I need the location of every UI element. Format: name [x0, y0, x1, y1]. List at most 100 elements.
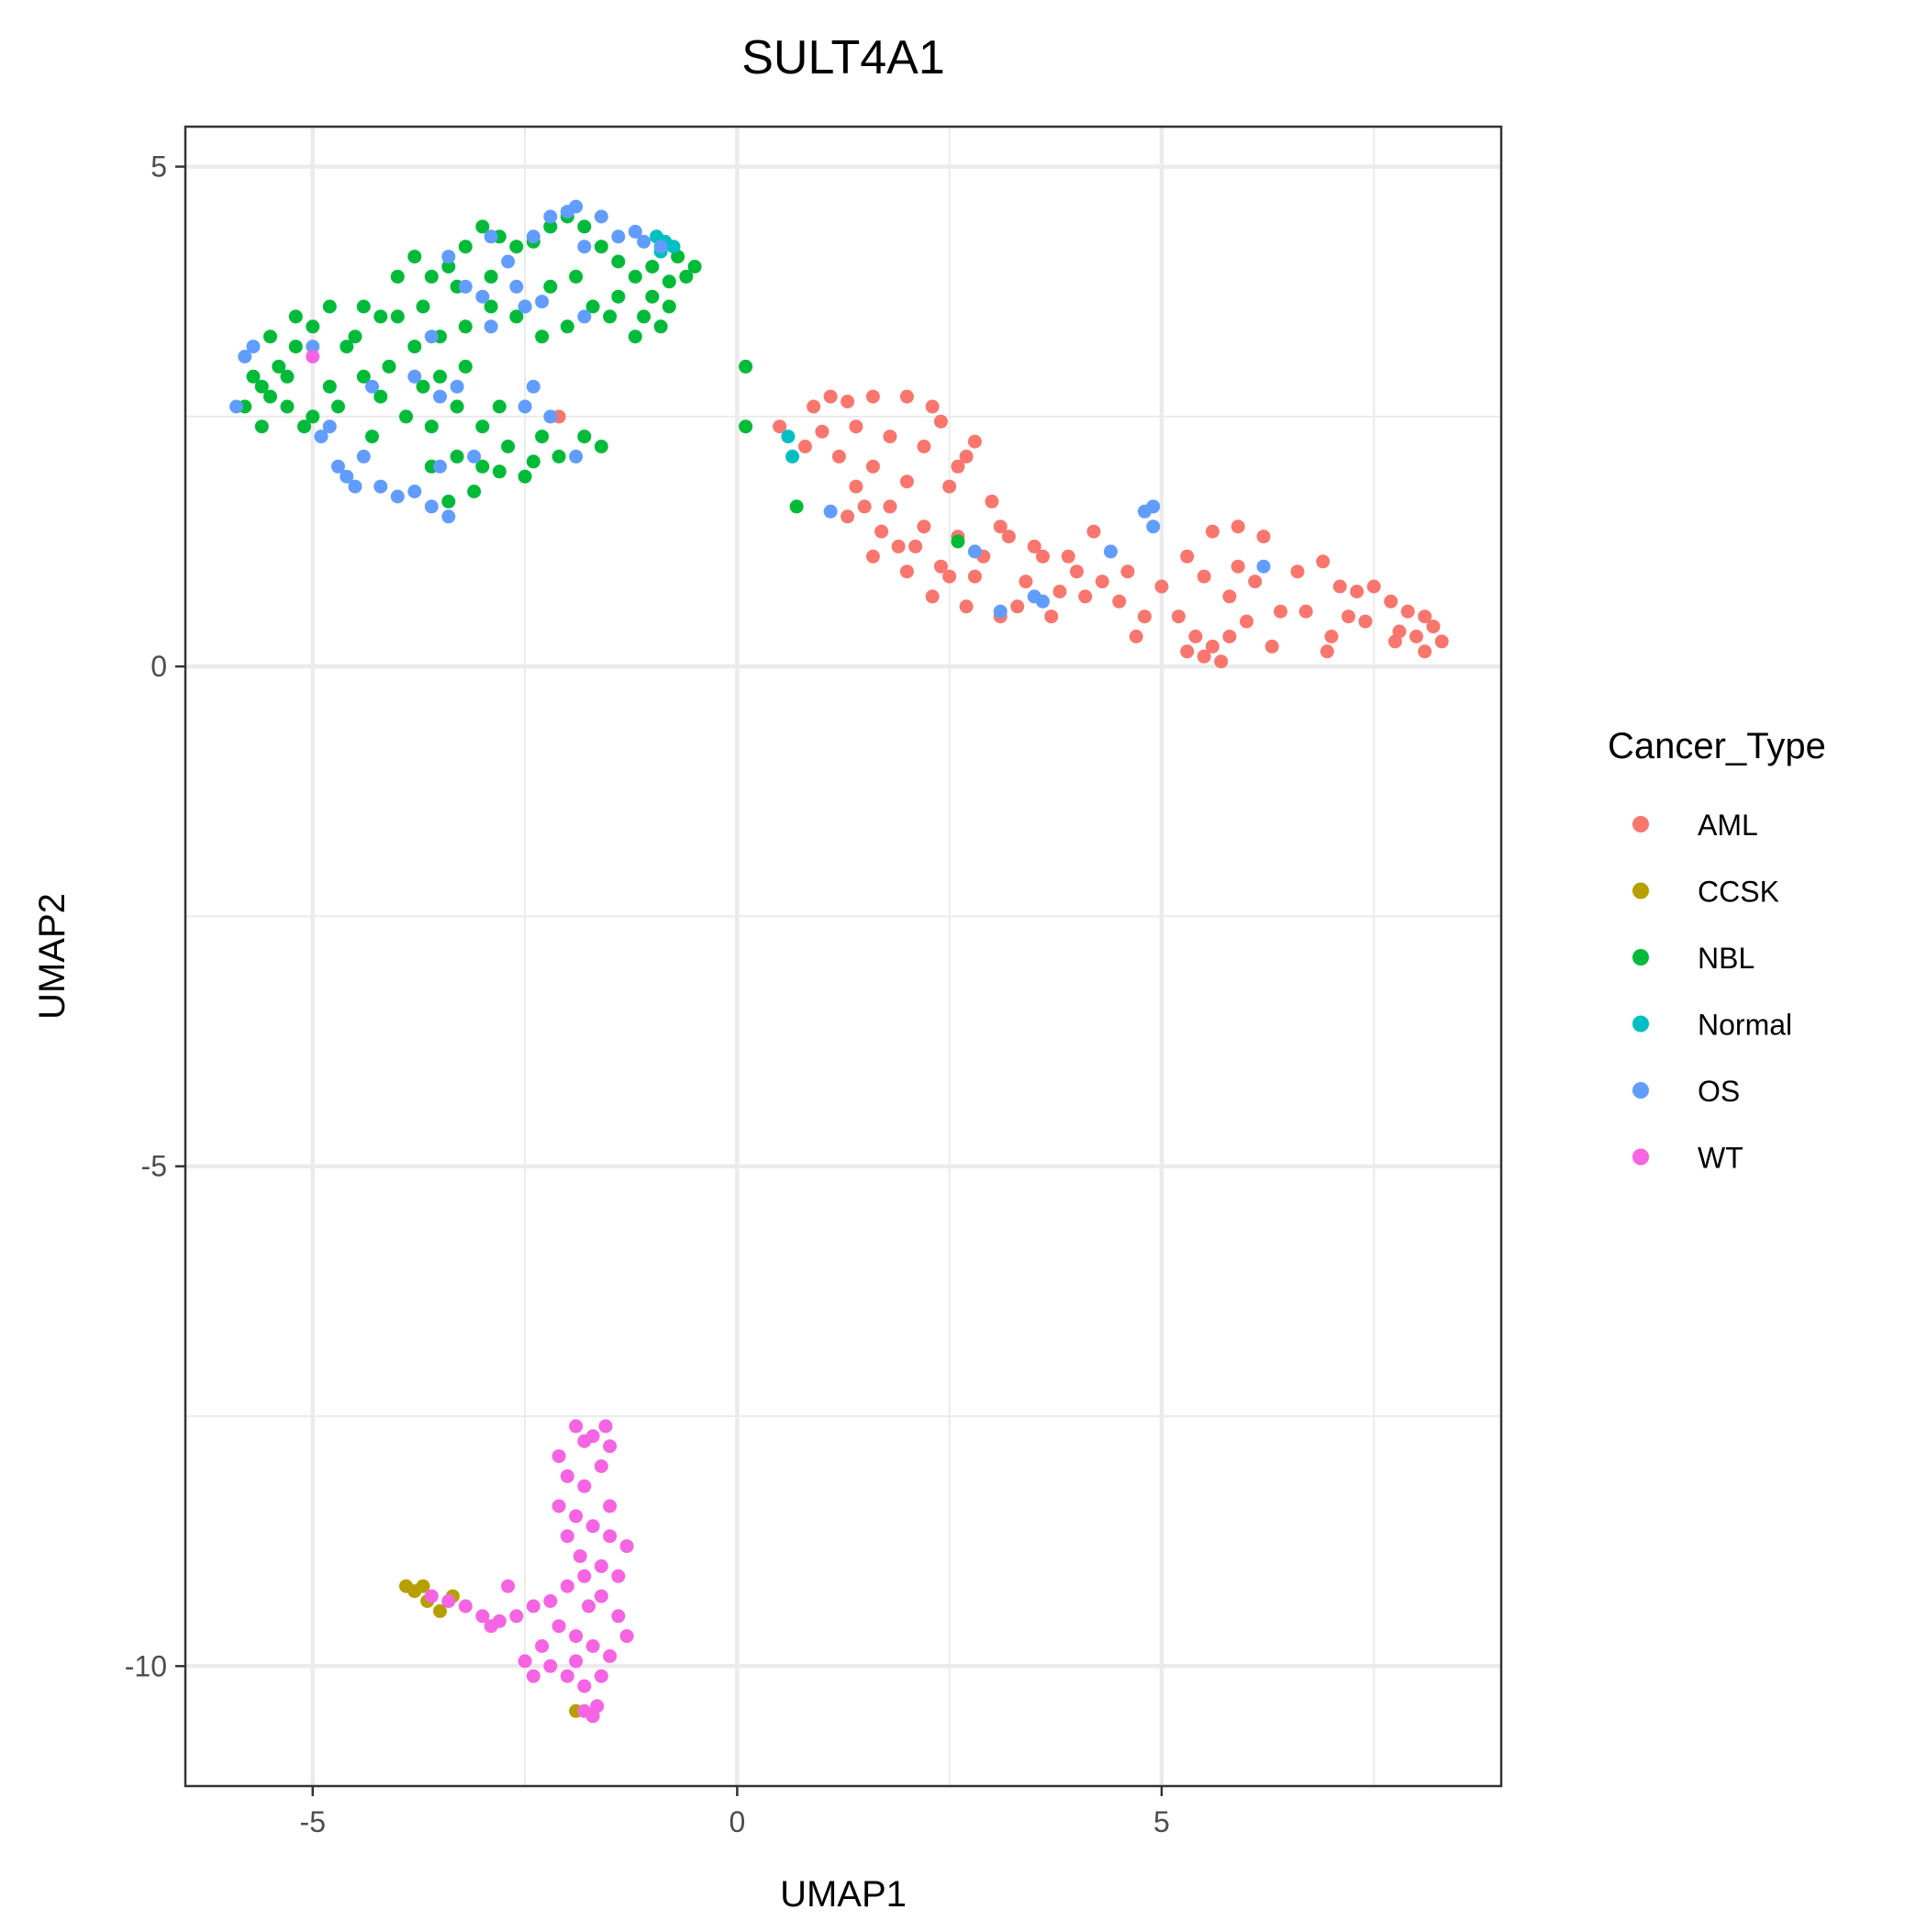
data-point	[526, 1599, 540, 1614]
data-point	[1078, 589, 1093, 604]
data-point	[1222, 589, 1237, 604]
data-point	[985, 494, 999, 508]
data-point	[1316, 554, 1331, 569]
data-point	[619, 1629, 634, 1644]
data-point	[551, 449, 566, 463]
data-point	[653, 319, 668, 334]
x-tick-label: 5	[1153, 1805, 1170, 1838]
data-point	[1418, 644, 1432, 659]
data-point	[229, 399, 243, 414]
data-point	[424, 419, 439, 434]
data-point	[433, 369, 447, 384]
data-point	[865, 549, 880, 564]
data-point	[551, 1619, 566, 1634]
data-point	[373, 479, 388, 494]
data-point	[1290, 564, 1305, 579]
data-point	[594, 440, 608, 453]
data-point	[543, 1594, 558, 1608]
data-point	[467, 449, 482, 463]
data-point	[543, 1658, 558, 1673]
data-point	[1019, 575, 1033, 589]
data-point	[1171, 609, 1186, 624]
series-os	[229, 199, 1271, 619]
data-point	[433, 1603, 447, 1618]
data-point	[653, 240, 668, 254]
data-point	[908, 539, 923, 553]
data-point	[246, 340, 261, 354]
data-point	[416, 1579, 430, 1593]
data-point	[1387, 634, 1402, 649]
data-point	[883, 430, 897, 444]
data-point	[831, 449, 846, 463]
data-point	[569, 269, 584, 284]
data-point	[585, 1519, 600, 1534]
data-point	[322, 419, 337, 434]
data-point	[1137, 609, 1152, 624]
data-point	[306, 350, 320, 363]
data-point	[573, 1549, 587, 1563]
data-point	[917, 440, 931, 453]
data-point	[322, 379, 337, 394]
data-point	[1086, 524, 1101, 539]
data-point	[365, 379, 379, 394]
data-point	[560, 1579, 574, 1593]
data-point	[1205, 639, 1220, 653]
data-point	[450, 449, 464, 463]
data-point	[1214, 654, 1229, 669]
data-point	[390, 309, 405, 324]
data-point	[551, 1499, 566, 1513]
axis-ticks: -5 0 5 5 0 -5 -10	[125, 151, 1170, 1838]
data-point	[594, 1459, 608, 1473]
data-point	[849, 479, 863, 494]
data-point	[501, 1579, 516, 1593]
data-point	[951, 459, 965, 474]
data-point	[492, 399, 507, 414]
data-point	[841, 395, 855, 408]
legend-key-ccsk	[1632, 882, 1649, 899]
data-point	[1027, 539, 1041, 553]
data-point	[594, 1669, 608, 1683]
legend-title: Cancer_Type	[1608, 726, 1826, 766]
data-point	[1248, 575, 1263, 589]
data-point	[1434, 634, 1449, 649]
data-point	[1154, 579, 1169, 594]
data-point	[1188, 630, 1203, 643]
data-point	[1384, 594, 1398, 609]
data-point	[645, 260, 660, 274]
data-point	[458, 319, 473, 334]
data-point	[314, 430, 329, 444]
legend-label-ccsk: CCSK	[1698, 876, 1779, 909]
data-point	[611, 229, 626, 244]
data-point	[441, 250, 456, 264]
legend-label-nbl: NBL	[1698, 942, 1754, 975]
major-gridlines	[185, 127, 1501, 1786]
data-point	[467, 485, 482, 498]
data-point	[594, 209, 608, 224]
data-point	[526, 1669, 540, 1683]
data-point	[288, 340, 303, 354]
data-point	[254, 379, 269, 394]
y-tick-label: -5	[141, 1150, 167, 1183]
legend: Cancer_Type AML CCSK NBL Normal OS WT	[1608, 726, 1826, 1175]
data-point	[526, 454, 540, 469]
data-point	[1044, 609, 1059, 624]
data-point	[577, 1434, 592, 1448]
data-point	[306, 409, 320, 424]
data-point	[1298, 604, 1313, 619]
data-point	[1069, 564, 1084, 579]
data-point	[679, 269, 694, 284]
data-point	[628, 269, 642, 284]
data-point	[594, 1589, 608, 1603]
data-point	[959, 449, 974, 463]
data-point	[441, 509, 456, 524]
data-point	[1366, 579, 1381, 594]
y-tick-label: 5	[150, 151, 167, 184]
data-point	[390, 489, 405, 504]
data-point	[551, 1449, 566, 1464]
data-point	[1222, 630, 1237, 643]
data-point	[899, 389, 914, 404]
data-point	[883, 499, 897, 514]
data-point	[1010, 599, 1025, 614]
series-wt	[306, 350, 634, 1724]
